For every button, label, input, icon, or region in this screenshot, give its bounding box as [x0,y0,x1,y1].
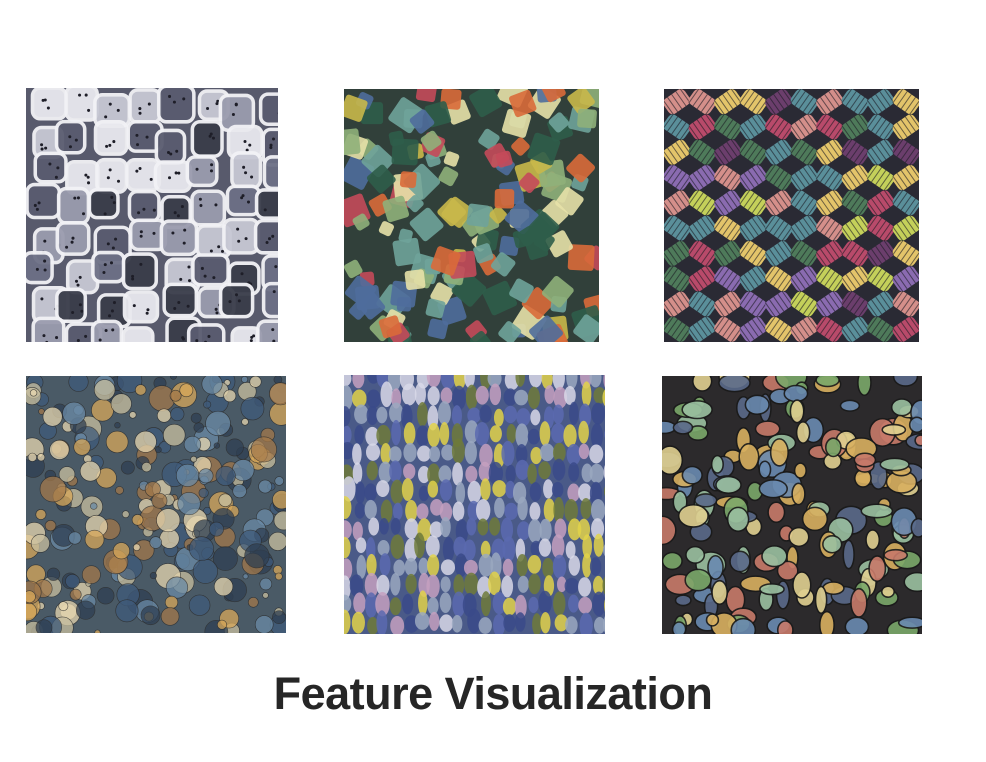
feature-visualization-graphic-1 [26,88,278,342]
feature-visualization-graphic-5 [344,375,605,634]
feature-visualization-image-4 [26,376,286,633]
page-title: Feature Visualization [273,668,713,719]
feature-visualization-graphic-2 [344,89,599,342]
feature-visualization-image-3 [664,89,919,342]
feature-visualization-graphic-4 [26,376,286,633]
feature-visualization-image-1 [26,88,278,342]
feature-visualization-graphic-6 [662,376,922,634]
feature-visualization-graphic-3 [664,89,919,342]
feature-visualization-image-2 [344,89,599,342]
feature-visualization-image-5 [344,375,605,634]
feature-visualization-image-6 [662,376,922,634]
